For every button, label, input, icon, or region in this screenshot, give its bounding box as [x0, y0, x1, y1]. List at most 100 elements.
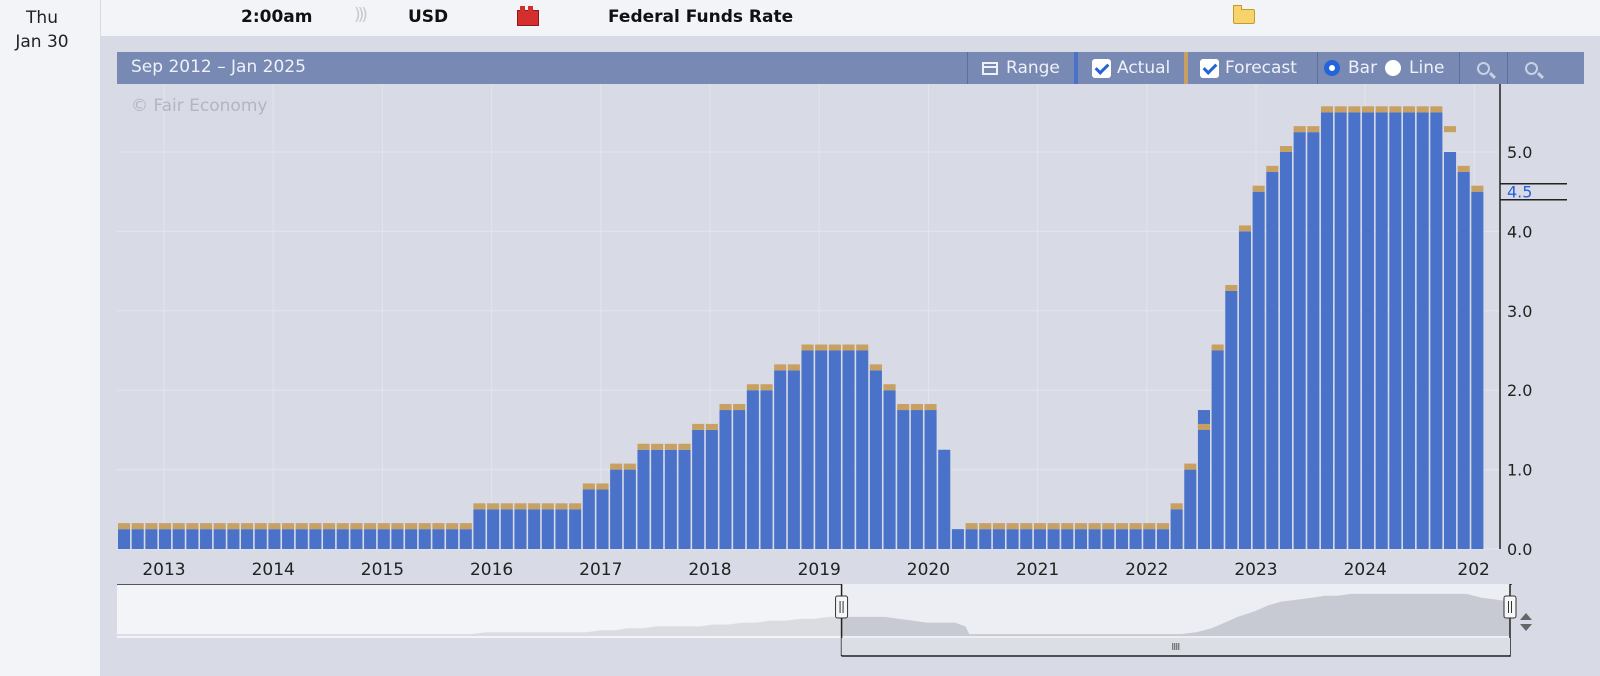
forecast-marker [610, 463, 623, 470]
forecast-checkbox[interactable] [1200, 58, 1219, 78]
actual-bar [651, 449, 664, 549]
actual-toggle[interactable]: Actual [1074, 52, 1184, 84]
forecast-marker [1375, 106, 1388, 113]
navigator-left-handle[interactable] [835, 595, 849, 619]
line-mode-option[interactable]: Line [1385, 52, 1459, 84]
forecast-marker [364, 523, 377, 530]
actual-bar [377, 529, 390, 549]
event-row[interactable]: 2:00am ))) USD Federal Funds Rate [101, 0, 1600, 36]
chart-container: Sep 2012 – Jan 2025 Range Actual Forecas… [117, 52, 1584, 672]
actual-bar [268, 529, 281, 549]
actual-bar [227, 529, 240, 549]
actual-bar [719, 410, 732, 549]
handle-body[interactable] [1503, 595, 1517, 619]
actual-bar [910, 410, 923, 549]
scroll-down-arrow-icon[interactable] [1520, 624, 1532, 631]
actual-checkbox[interactable] [1092, 58, 1111, 78]
navigator-scrollbar[interactable] [841, 638, 1510, 655]
actual-bar [323, 529, 336, 549]
forecast-marker [1320, 106, 1334, 113]
actual-bar [1389, 112, 1402, 550]
bar-mode-radio[interactable] [1324, 60, 1340, 76]
forecast-marker [1033, 523, 1046, 530]
forecast-marker [131, 523, 144, 530]
actual-bar [1279, 152, 1293, 549]
actual-bar [569, 509, 582, 549]
range-navigator[interactable] [117, 584, 1584, 674]
handle-body[interactable] [835, 595, 849, 619]
navigator-right-handle[interactable] [1503, 595, 1517, 619]
forecast-marker [200, 523, 213, 530]
actual-bar [1156, 529, 1169, 549]
forecast-marker [1416, 106, 1429, 113]
actual-bar [774, 370, 787, 549]
actual-bar [1320, 112, 1334, 550]
forecast-marker [651, 443, 664, 450]
forecast-marker [1471, 185, 1484, 192]
event-title[interactable]: Federal Funds Rate [608, 7, 794, 27]
actual-bar [295, 529, 308, 549]
forecast-marker [254, 523, 267, 530]
range-button[interactable]: Range [967, 52, 1074, 84]
forecast-marker [760, 384, 773, 391]
actual-bar [1225, 290, 1238, 549]
forecast-marker [828, 344, 841, 351]
forecast-marker [145, 523, 158, 530]
scroll-up-arrow-icon[interactable] [1520, 613, 1532, 620]
forecast-toggle[interactable]: Forecast [1184, 52, 1317, 84]
sound-wave-icon[interactable]: ))) [354, 5, 368, 25]
line-mode-radio[interactable] [1385, 60, 1401, 76]
actual-bar [883, 390, 896, 549]
actual-bar [350, 529, 363, 549]
actual-bar [596, 489, 609, 549]
zoom-in-button[interactable] [1459, 52, 1507, 84]
zoom-out-icon [1525, 61, 1538, 75]
forecast-toggle-label: Forecast [1225, 58, 1297, 78]
actual-bar [1088, 529, 1101, 549]
actual-bar [1361, 112, 1375, 550]
forecast-marker [377, 523, 390, 530]
actual-bar [869, 370, 882, 549]
x-tick-label: 2017 [579, 560, 622, 580]
x-tick-label: 2015 [361, 560, 404, 580]
actual-bar [815, 350, 828, 549]
actual-bar [992, 529, 1005, 549]
actual-bar [1184, 469, 1197, 549]
forecast-marker [1307, 126, 1320, 133]
actual-bar [856, 350, 869, 549]
x-tick-label: 202 [1457, 560, 1489, 580]
actual-bar [473, 509, 486, 549]
forecast-marker [897, 404, 910, 411]
actual-bar [1293, 132, 1306, 549]
bar-mode-option[interactable]: Bar [1317, 52, 1385, 84]
zoom-out-button[interactable] [1507, 52, 1555, 84]
forecast-marker [1006, 523, 1019, 530]
forecast-marker [1088, 523, 1101, 530]
actual-bar [1074, 529, 1087, 549]
x-tick-label: 2023 [1234, 560, 1277, 580]
forecast-marker [856, 344, 869, 351]
folder-icon[interactable] [1233, 5, 1255, 24]
actual-bar [623, 469, 636, 549]
actual-bar [1334, 112, 1347, 550]
forecast-marker [1430, 106, 1443, 113]
forecast-marker [910, 404, 923, 411]
actual-toggle-label: Actual [1117, 58, 1171, 78]
forecast-marker [623, 463, 636, 470]
forecast-marker [528, 503, 541, 510]
actual-bar [1252, 191, 1265, 549]
forecast-marker [842, 344, 855, 351]
forecast-marker [172, 523, 185, 530]
actual-bar [131, 529, 144, 549]
forecast-marker [1170, 503, 1183, 510]
actual-bar [1211, 350, 1224, 549]
actual-bar [1443, 152, 1457, 549]
forecast-marker [159, 523, 172, 530]
forecast-marker [883, 384, 896, 391]
forecast-marker [418, 523, 431, 530]
actual-bar [200, 529, 213, 549]
actual-bar [965, 529, 978, 549]
actual-bar [1006, 529, 1019, 549]
actual-bar [1266, 171, 1279, 549]
actual-bar [1430, 112, 1443, 550]
